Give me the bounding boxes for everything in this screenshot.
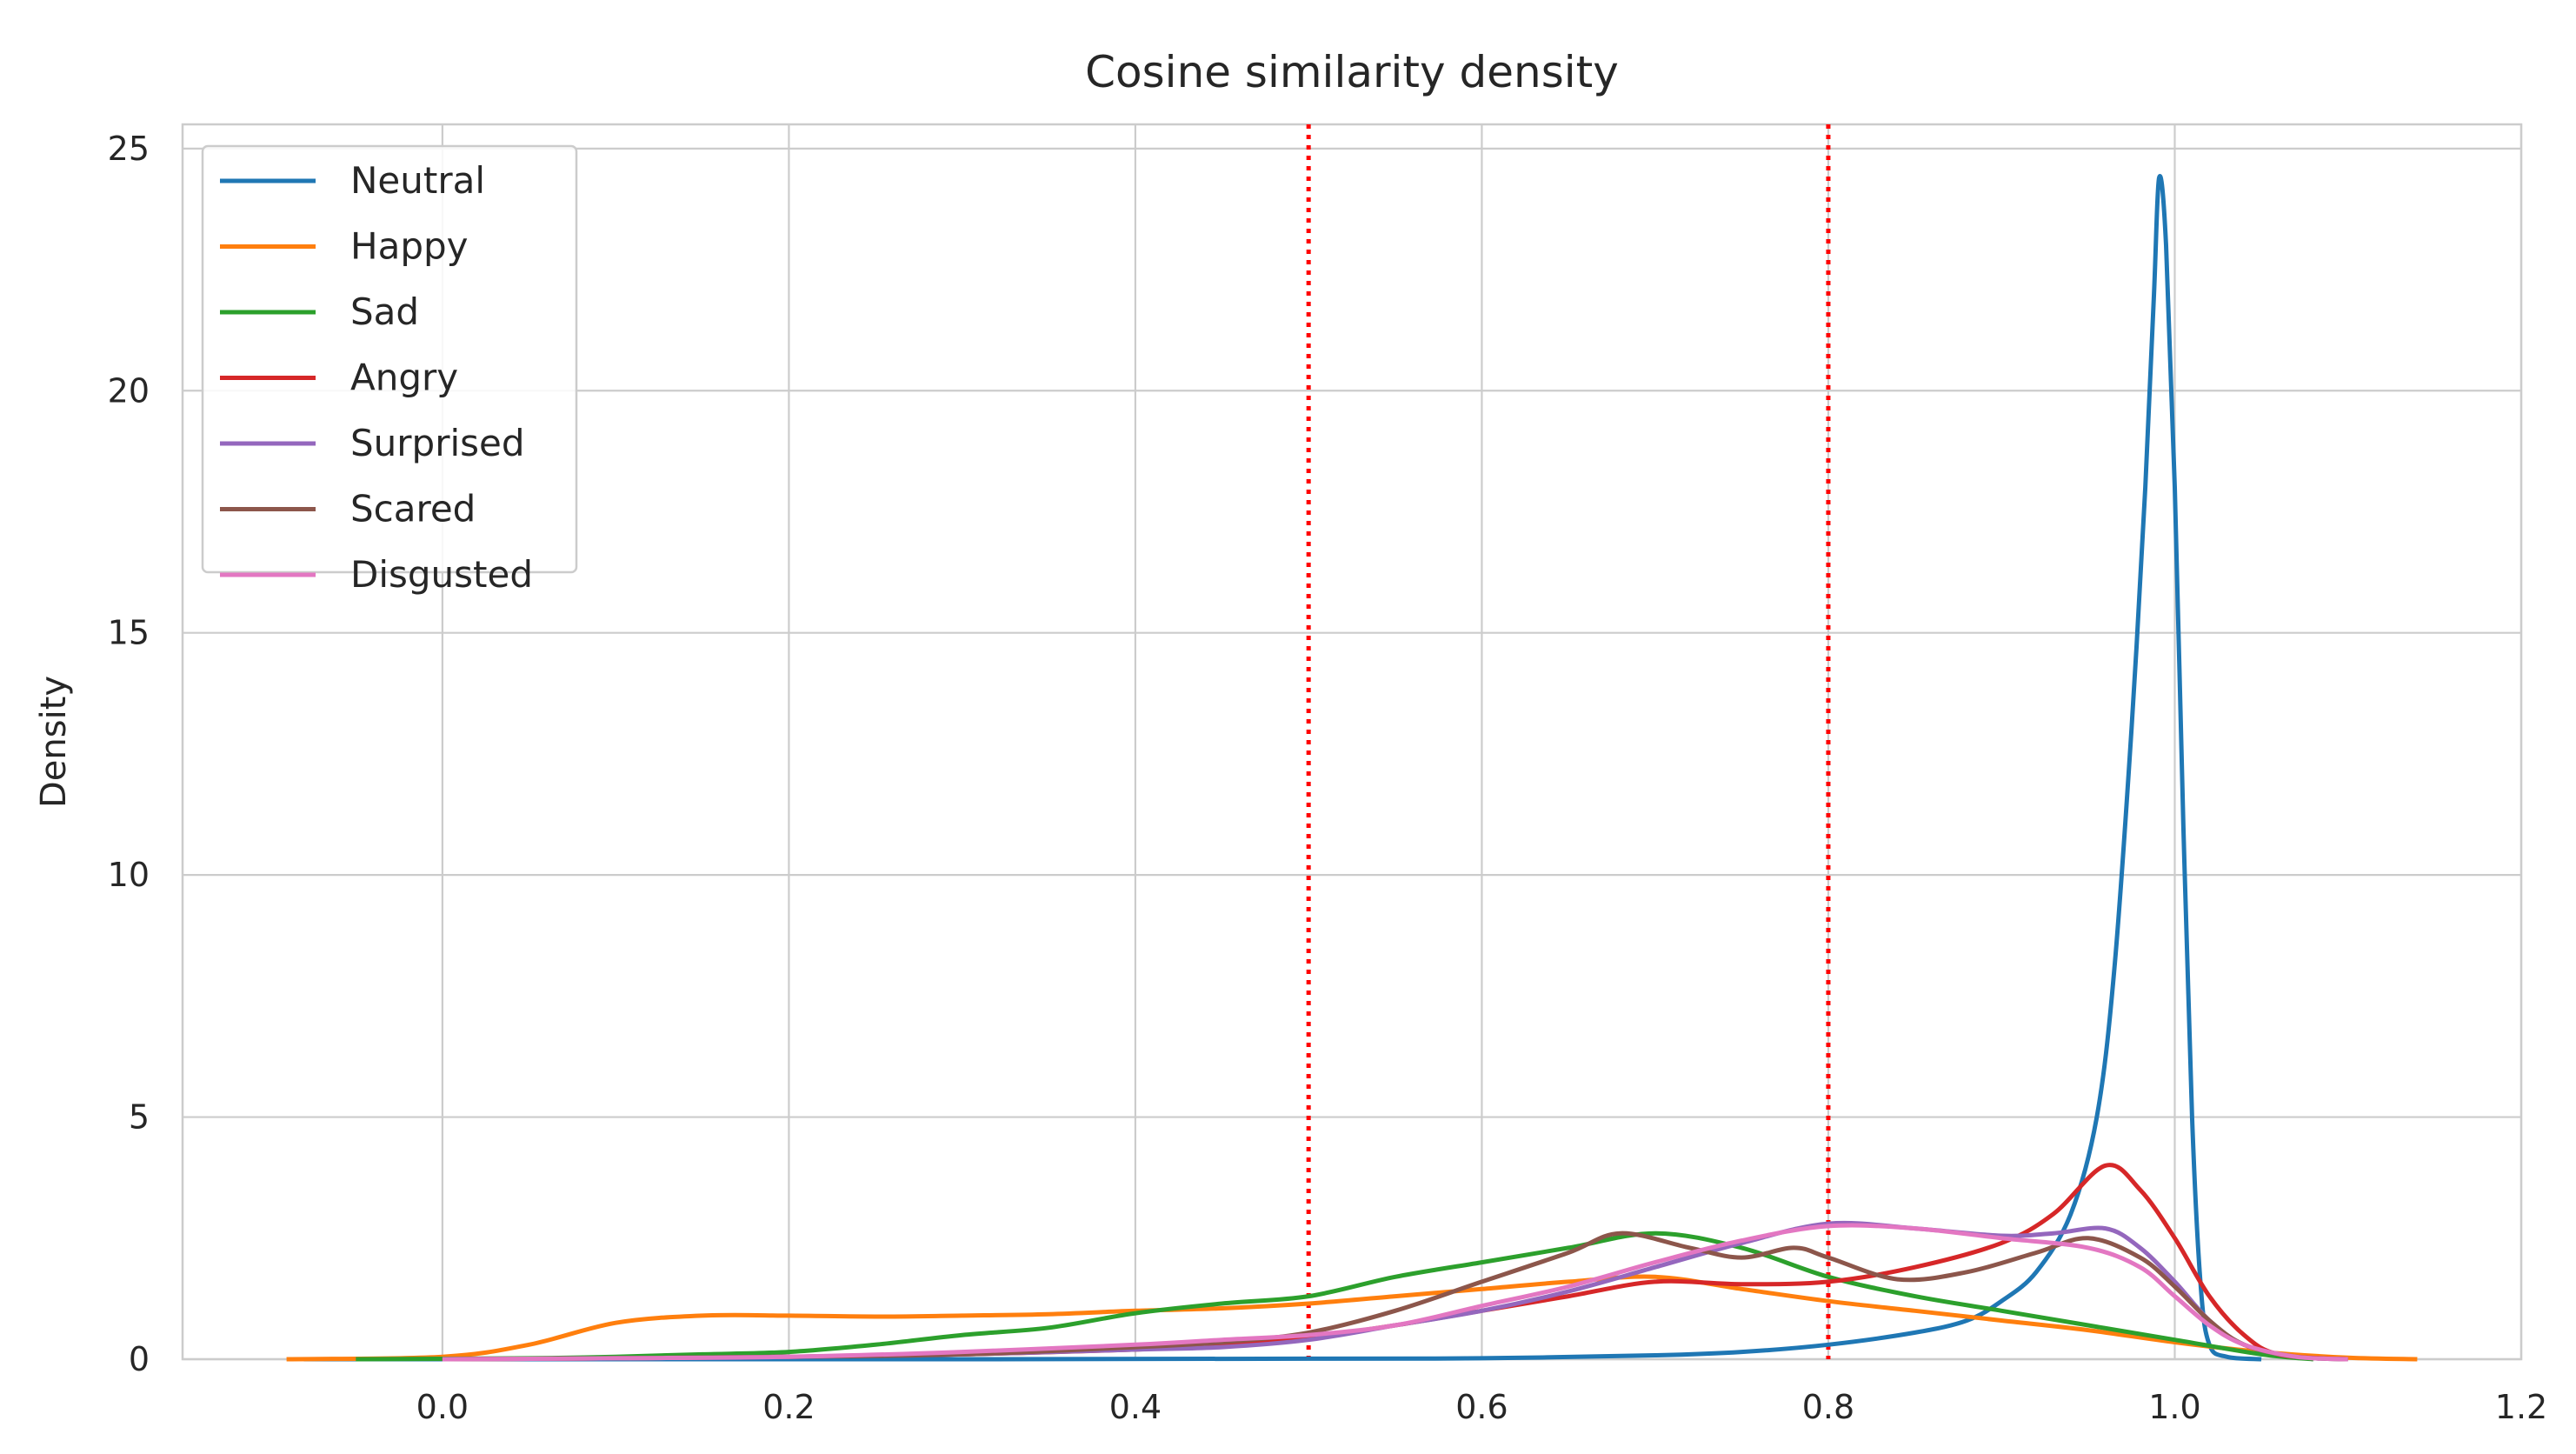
legend-label: Neutral <box>350 159 485 202</box>
x-tick-label: 0.4 <box>1109 1388 1162 1426</box>
threshold-lines <box>1306 124 1831 1359</box>
legend-label: Surprised <box>350 422 525 464</box>
legend-box <box>201 144 578 574</box>
y-tick-label: 10 <box>108 856 150 894</box>
series-line-sad <box>356 1231 2314 1362</box>
legend-label: Scared <box>350 488 476 530</box>
series-line-neutral <box>303 174 2262 1362</box>
legend-label: Disgusted <box>350 553 533 596</box>
x-tick-label: 0.8 <box>1802 1388 1854 1426</box>
y-tick-label: 0 <box>129 1340 150 1378</box>
x-tick-label: 0.0 <box>416 1388 469 1426</box>
series-line-happy <box>286 1274 2418 1362</box>
y-tick-label: 15 <box>108 614 150 652</box>
tick-labels: 0.0 0.2 0.4 0.6 0.8 1.0 1.2 0 5 10 15 20 25 <box>108 130 2548 1426</box>
series-lines <box>286 174 2418 1362</box>
x-tick-label: 1.0 <box>2148 1388 2200 1426</box>
y-tick-label: 25 <box>108 130 150 168</box>
chart-title: Cosine similarity density <box>1085 47 1619 97</box>
y-tick-label: 5 <box>129 1098 150 1137</box>
series-line-scared <box>442 1231 2348 1362</box>
x-tick-label: 0.2 <box>762 1388 815 1426</box>
legend-label: Happy <box>350 225 469 268</box>
legend-label: Angry <box>350 357 458 399</box>
y-tick-label: 20 <box>108 371 150 410</box>
y-axis-label: Density <box>34 676 74 808</box>
series-line-disgusted <box>442 1223 2348 1362</box>
legend-label: Sad <box>350 290 419 333</box>
legend: Neutral Happy Sad Angry Surprised Scared Disgu… <box>201 144 578 596</box>
x-tick-label: 0.6 <box>1455 1388 1508 1426</box>
x-tick-label: 1.2 <box>2495 1388 2547 1426</box>
